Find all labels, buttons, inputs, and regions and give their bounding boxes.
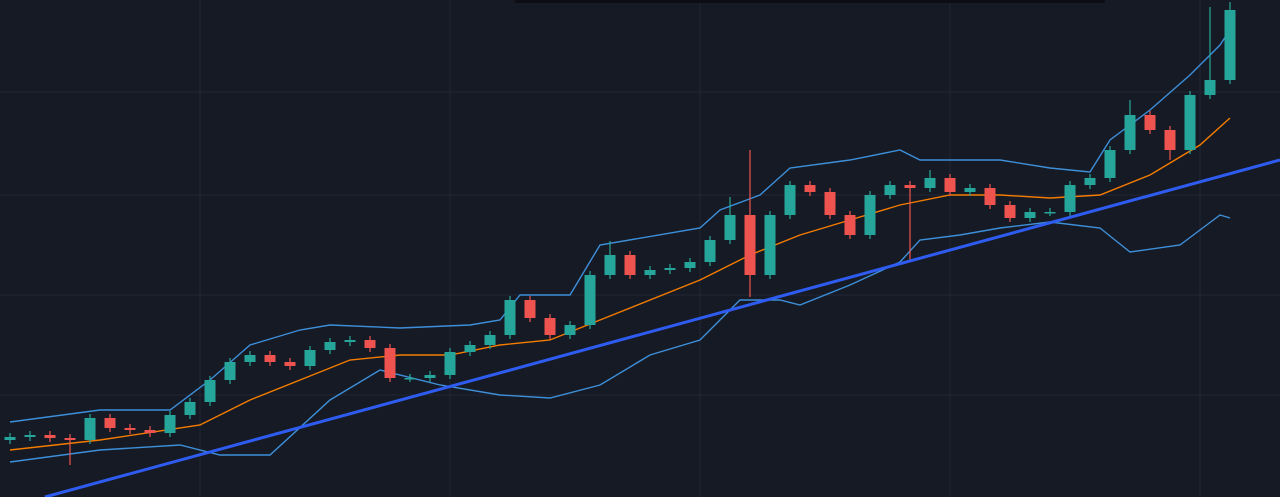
candle-body [1064, 185, 1076, 212]
candle-body [604, 255, 616, 275]
candle-body [284, 362, 296, 366]
candle-body [344, 340, 356, 342]
candle-body [1044, 212, 1056, 214]
band-line [9, 29, 1231, 423]
candle-body [1184, 95, 1196, 150]
candle-body [864, 195, 876, 235]
candle-body [1084, 178, 1096, 185]
candle-body [984, 188, 996, 205]
candle-body [384, 348, 396, 378]
candle-body [204, 380, 216, 402]
candle-body [904, 185, 916, 188]
toolbar-edge [515, 0, 1105, 3]
candle-body [944, 178, 956, 192]
candle-body [504, 300, 516, 335]
candle-body [304, 350, 316, 366]
candles [4, 2, 1236, 465]
candle-body [64, 438, 76, 440]
candle-body [564, 325, 576, 335]
candle-body [184, 402, 196, 415]
candle-body [264, 355, 276, 362]
candle-body [884, 185, 896, 195]
band-line [9, 214, 1231, 463]
candle-body [4, 437, 16, 440]
candle-body [1144, 115, 1156, 130]
candle-body [464, 345, 476, 352]
candle-body [824, 192, 836, 215]
candle-body [524, 300, 536, 318]
trend [44, 158, 1280, 497]
candle-body [964, 188, 976, 192]
candle-body [544, 318, 556, 335]
candle-body [804, 185, 816, 192]
candle-body [744, 215, 756, 275]
candle-body [1164, 130, 1176, 150]
trend-line [44, 158, 1280, 497]
candle-body [1124, 115, 1136, 150]
candle-body [1224, 10, 1236, 80]
candle-body [684, 262, 696, 268]
candle-body [424, 375, 436, 378]
candle-body [624, 255, 636, 275]
candle-body [784, 185, 796, 215]
candle-body [484, 335, 496, 345]
candle-body [404, 378, 416, 380]
candle-body [644, 270, 656, 275]
candle-body [224, 362, 236, 380]
candle-body [1004, 205, 1016, 218]
candle-body [584, 275, 596, 325]
candle-body [244, 355, 256, 362]
candle-body [44, 435, 56, 438]
candle-body [1104, 150, 1116, 178]
candle-body [704, 240, 716, 262]
candle-body [164, 415, 176, 433]
candle-body [324, 342, 336, 350]
candle-body [1024, 212, 1036, 218]
candle-body [444, 352, 456, 375]
candle-body [664, 268, 676, 270]
candle-body [104, 418, 116, 428]
candle-body [1204, 80, 1216, 95]
candle-body [844, 215, 856, 235]
candle-body [144, 430, 156, 433]
candle-body [84, 418, 96, 440]
candle-body [724, 215, 736, 240]
candle-body [924, 178, 936, 188]
candle-body [764, 215, 776, 275]
candle-body [364, 340, 376, 348]
candle-body [24, 435, 36, 437]
candle-body [124, 428, 136, 430]
